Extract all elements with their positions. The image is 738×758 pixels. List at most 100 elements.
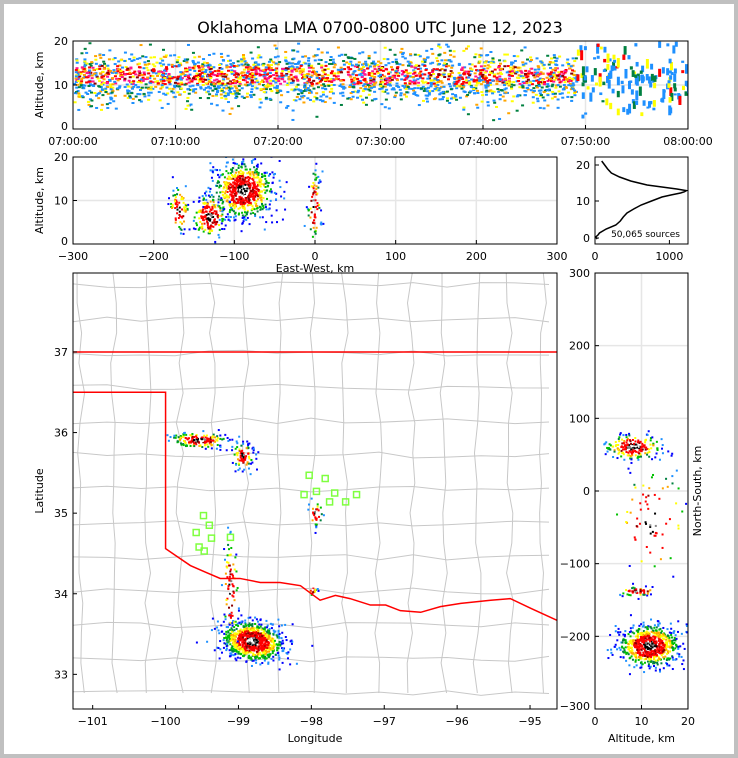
source-point [223, 558, 226, 561]
source-point [236, 446, 239, 449]
source-point [435, 86, 439, 89]
source-point [170, 202, 173, 205]
source-point [226, 86, 230, 89]
source-point [251, 79, 255, 82]
source-point [221, 217, 224, 220]
source-point [169, 436, 172, 439]
source-point [142, 71, 146, 74]
source-point [234, 190, 237, 193]
source-point [249, 66, 253, 69]
source-point [440, 98, 444, 101]
source-point [201, 227, 204, 230]
source-point [250, 462, 253, 465]
source-point [404, 70, 408, 73]
source-point [171, 91, 175, 94]
source-point [182, 197, 185, 200]
source-point [240, 58, 244, 61]
source-point [499, 71, 503, 74]
source-point [206, 90, 210, 93]
source-point [176, 212, 179, 215]
source-point [251, 643, 254, 646]
source-point [225, 195, 228, 198]
source-point [425, 49, 429, 52]
source-point [178, 201, 181, 204]
source-point [361, 90, 365, 93]
source-point [259, 80, 263, 83]
source-point [241, 214, 244, 217]
source-point [265, 208, 268, 211]
source-point [497, 66, 501, 69]
source-point [297, 42, 301, 45]
source-point [277, 647, 280, 650]
source-point [241, 647, 244, 650]
source-point [257, 632, 260, 635]
source-point [548, 75, 552, 78]
source-point [191, 84, 195, 87]
source-point [367, 57, 371, 60]
x-tick-label: −300 [58, 250, 88, 263]
source-point [210, 102, 214, 105]
source-point [380, 103, 384, 106]
source-point [228, 211, 231, 214]
source-point [227, 636, 230, 639]
source-point [479, 70, 483, 73]
source-point [246, 64, 250, 67]
source-point [236, 177, 239, 180]
source-point [245, 624, 248, 627]
source-point [306, 87, 310, 90]
source-point [185, 67, 189, 70]
source-point [200, 68, 204, 71]
source-point [132, 85, 136, 88]
source-point [379, 75, 383, 78]
source-point [593, 68, 597, 76]
source-point [452, 76, 456, 79]
source-point [307, 62, 311, 65]
source-point [247, 455, 250, 458]
source-point [174, 218, 177, 221]
source-point [433, 77, 437, 80]
source-point [245, 81, 249, 84]
source-point [94, 62, 98, 65]
source-point [191, 439, 194, 442]
source-point [209, 436, 212, 439]
source-point [136, 57, 140, 60]
source-point [449, 88, 453, 91]
source-point [245, 447, 248, 450]
source-point [273, 643, 276, 646]
source-point [542, 91, 546, 94]
source-point [426, 82, 430, 85]
source-point [462, 106, 466, 109]
source-point [647, 76, 651, 81]
source-point [660, 98, 664, 102]
source-point [422, 59, 426, 62]
source-point [250, 160, 253, 163]
source-point [152, 69, 156, 72]
source-point [247, 443, 250, 446]
source-point [236, 162, 239, 165]
source-point [351, 95, 355, 98]
source-point [141, 55, 145, 58]
source-point [263, 76, 267, 79]
source-point [611, 88, 615, 94]
source-point [276, 649, 279, 652]
source-point [88, 98, 92, 101]
source-point [131, 75, 135, 78]
source-point [219, 207, 222, 210]
source-point [228, 187, 231, 190]
source-point [564, 86, 568, 89]
source-point [629, 80, 633, 83]
source-point [510, 63, 514, 66]
source-point [124, 66, 128, 69]
source-point [373, 62, 377, 65]
source-point [99, 56, 103, 59]
source-point [178, 436, 181, 439]
source-point [642, 100, 646, 106]
source-point [561, 64, 565, 67]
source-point [469, 67, 473, 70]
source-point [314, 216, 317, 219]
source-point [208, 190, 211, 193]
source-point [236, 632, 239, 635]
source-point [667, 80, 671, 85]
source-point [332, 74, 336, 77]
source-point [316, 208, 319, 211]
